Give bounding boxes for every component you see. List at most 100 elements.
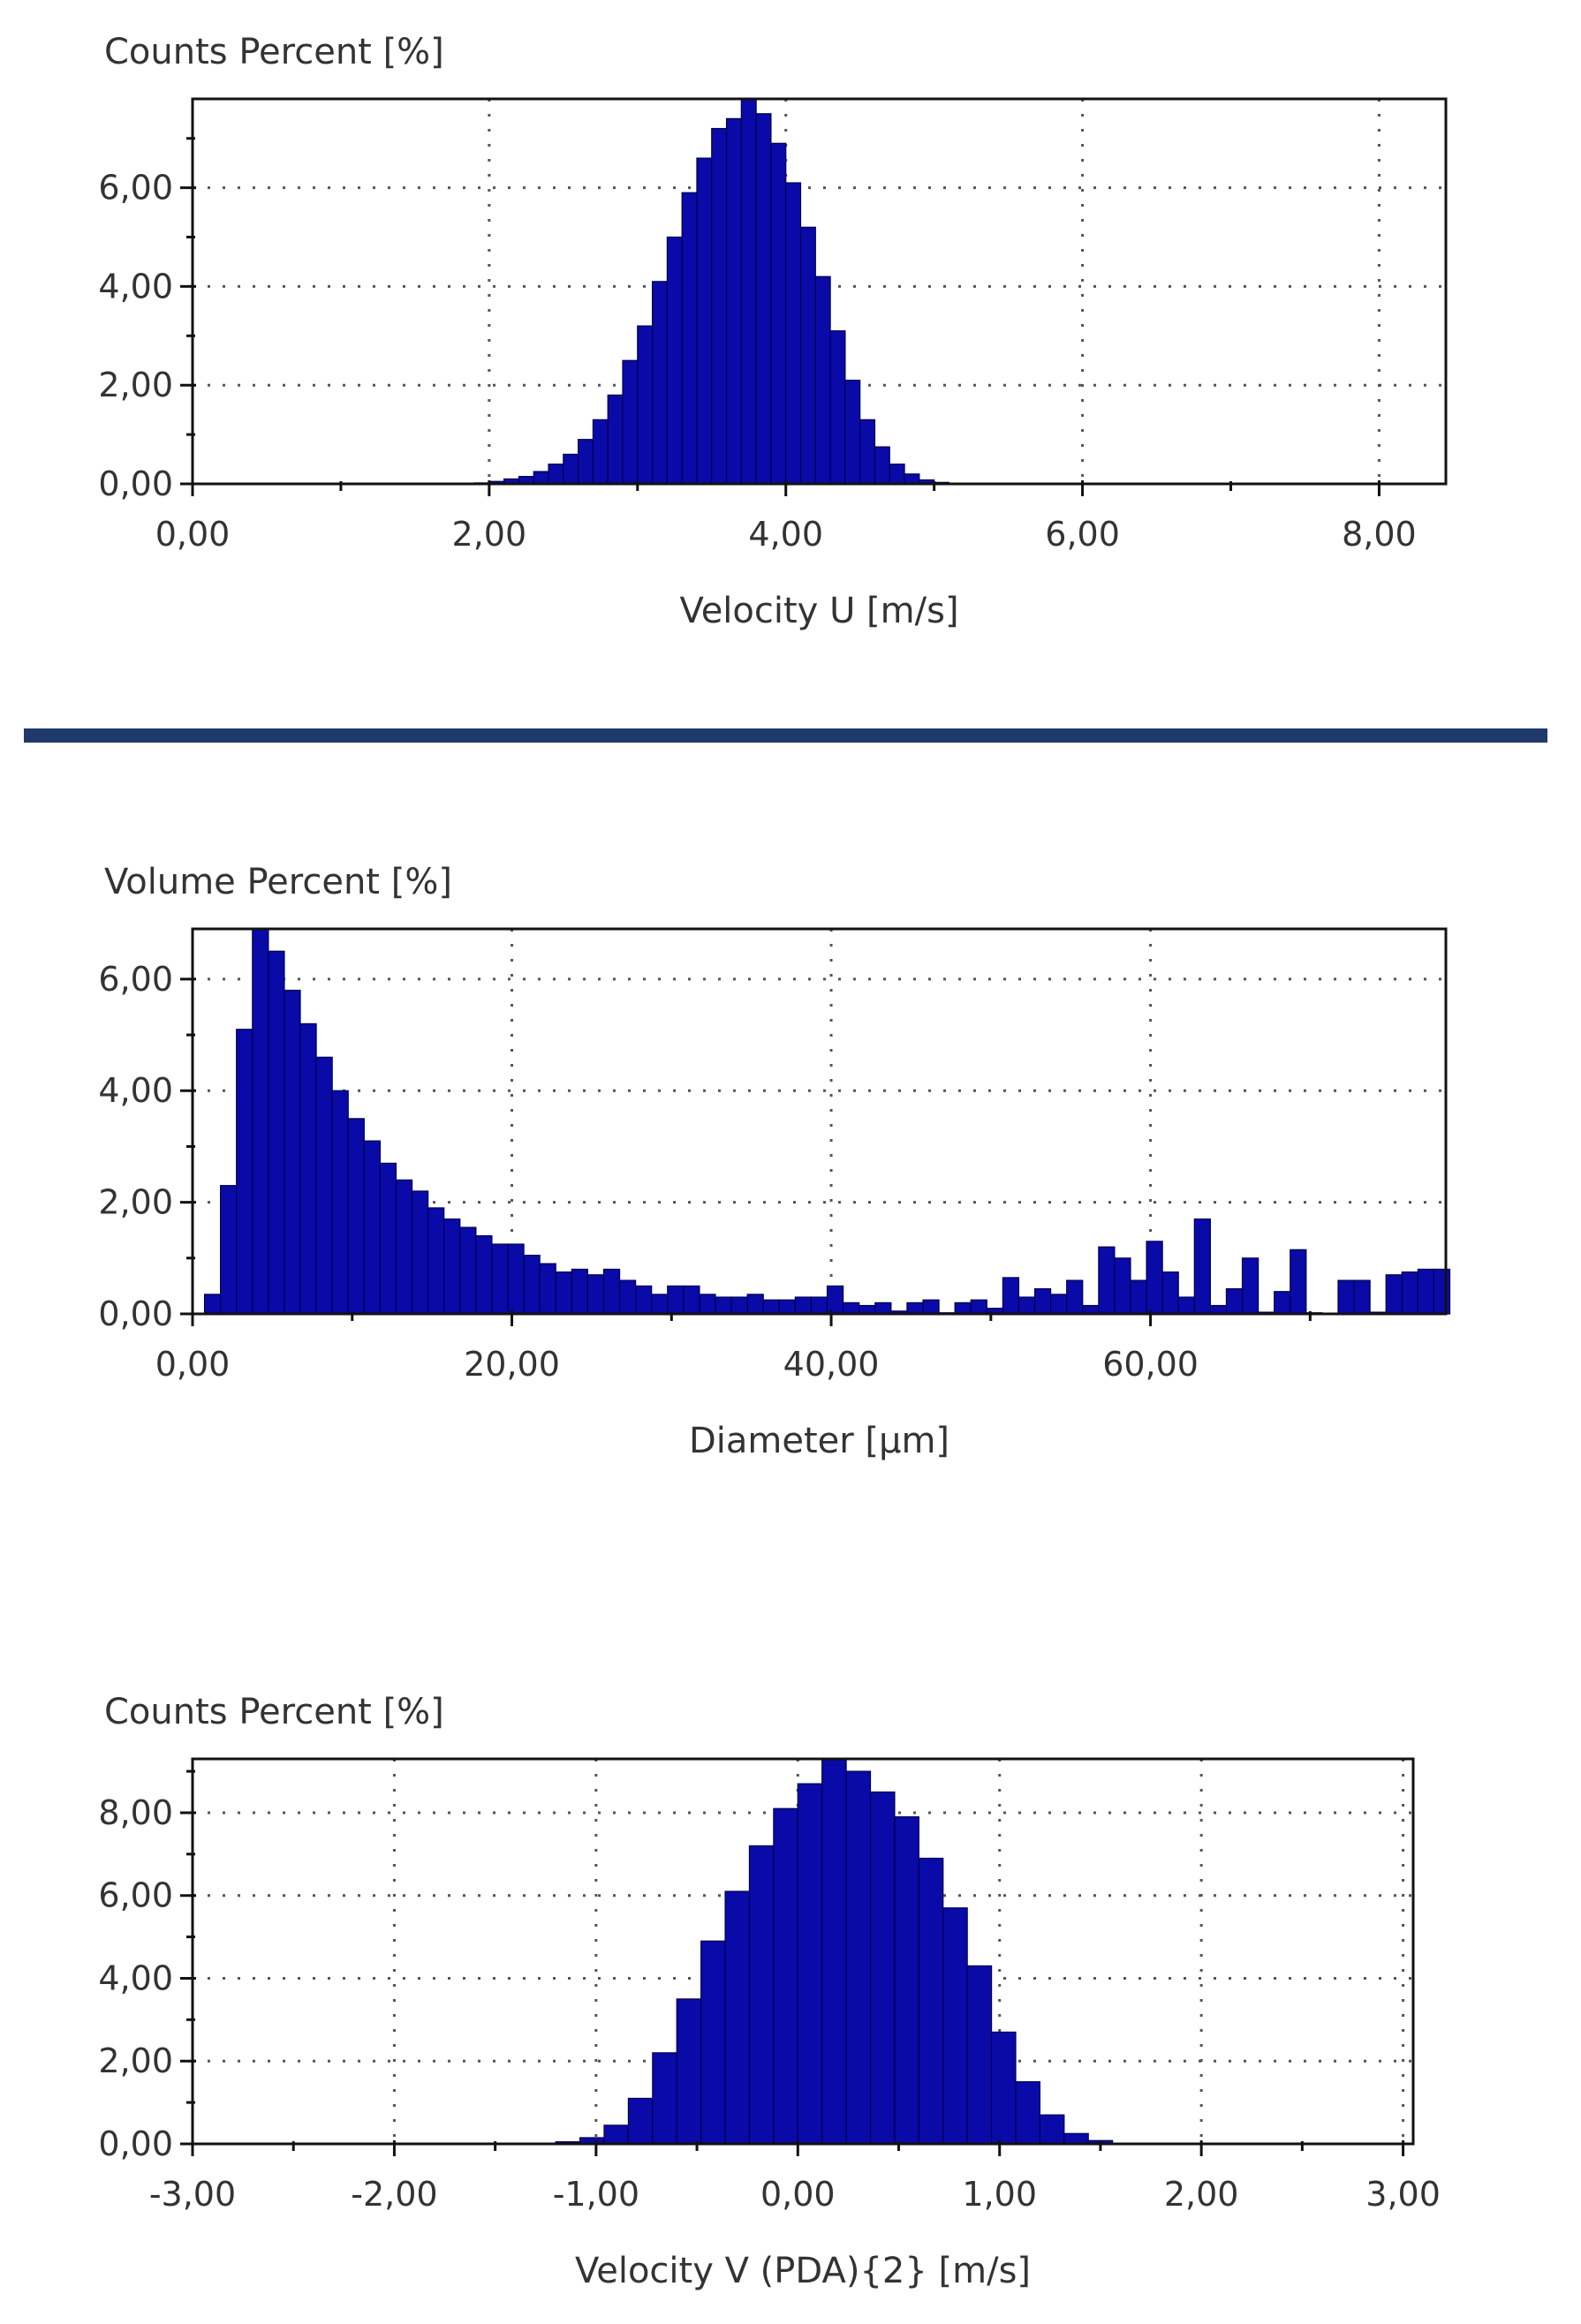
histogram-bar	[1177, 1296, 1195, 1315]
y-axis-title: Counts Percent [%]	[104, 1692, 444, 1732]
histogram-bar	[906, 1302, 924, 1315]
histogram-bar	[730, 1296, 748, 1315]
histogram-bar	[220, 1185, 238, 1315]
x-tick-label: -2,00	[351, 2175, 437, 2214]
histogram-bar	[1385, 1274, 1403, 1315]
x-tick-label: 8,00	[1342, 515, 1417, 554]
histogram-bar	[794, 1296, 813, 1315]
y-tick-label: 6,00	[98, 960, 173, 999]
y-tick-label: 0,00	[98, 464, 173, 503]
chart-panel-velocity-v: Counts Percent [%] 0,00 2,00 4,00 6,00 8,00 -3…	[0, 1660, 1581, 2324]
histogram-bar	[491, 1243, 509, 1315]
x-tick-label: -3,00	[149, 2175, 236, 2214]
y-tick-label: 4,00	[98, 1958, 173, 1997]
histogram-bar	[1401, 1271, 1418, 1315]
x-tick-label: 3,00	[1365, 2175, 1441, 2214]
histogram-bar	[603, 2124, 630, 2145]
histogram-bar	[748, 1845, 775, 2145]
y-tick-label: 4,00	[98, 1071, 173, 1110]
histogram-bar	[1146, 1241, 1163, 1315]
histogram-bar	[252, 928, 269, 1315]
bar-series	[203, 928, 1451, 1315]
histogram-bar	[1130, 1279, 1147, 1315]
chart-velocity-v: Counts Percent [%] 0,00 2,00 4,00 6,00 8,00 -3…	[98, 1692, 1441, 2291]
histogram-bar	[1433, 1268, 1451, 1315]
histogram-bar	[970, 1299, 987, 1315]
histogram-bar	[539, 1263, 556, 1315]
histogram-bar	[778, 1299, 796, 1315]
x-tick-label: 6,00	[1045, 515, 1120, 554]
histogram-bar	[475, 1234, 493, 1315]
histogram-bar	[1417, 1268, 1435, 1315]
histogram-bar	[1114, 1257, 1131, 1315]
histogram-bar	[618, 1279, 637, 1315]
x-tick-label: 0,00	[155, 515, 231, 554]
histogram-bar	[1050, 1294, 1068, 1315]
histogram-bar	[667, 1285, 685, 1315]
x-tick-label: 40,00	[783, 1345, 880, 1384]
histogram-bar	[715, 1296, 732, 1315]
histogram-bar	[785, 182, 802, 485]
histogram-bar	[1290, 1249, 1307, 1315]
histogram-bar	[829, 330, 846, 485]
y-tick-label: 6,00	[98, 169, 173, 208]
bar-series	[473, 98, 950, 485]
plot-frame	[191, 97, 1448, 486]
histogram-bar	[724, 1890, 751, 2145]
histogram-bar	[427, 1207, 445, 1315]
x-axis-title: Diameter [µm]	[689, 1421, 949, 1461]
histogram-bar	[1274, 1291, 1291, 1315]
y-tick-label: 4,00	[98, 267, 173, 306]
histogram-bar	[746, 1294, 764, 1315]
histogram-bar	[571, 1268, 588, 1315]
histogram-bar	[773, 1807, 798, 2145]
histogram-bar	[1063, 2132, 1089, 2145]
histogram-bar	[821, 1758, 847, 2145]
histogram-bar	[315, 1056, 333, 1315]
histogram-bar	[607, 394, 624, 485]
histogram-bar	[651, 1294, 669, 1315]
y-tick-label: 8,00	[98, 1793, 173, 1832]
histogram-bar	[637, 325, 654, 485]
histogram-bar	[443, 1218, 461, 1315]
y-tick-label: 6,00	[98, 1876, 173, 1915]
histogram-bar	[990, 2031, 1017, 2145]
histogram-bar	[1161, 1271, 1179, 1315]
x-tick-label: 0,00	[155, 1345, 231, 1384]
histogram-bar	[1015, 2081, 1041, 2145]
histogram-bar	[1017, 1296, 1036, 1315]
histogram-bar	[523, 1255, 541, 1315]
histogram-bar	[602, 1268, 621, 1315]
histogram-bar	[918, 1857, 944, 2145]
bar-series	[555, 1758, 1114, 2145]
histogram-bar	[762, 1299, 780, 1315]
histogram-bar	[711, 127, 728, 485]
histogram-bar	[236, 1029, 253, 1315]
x-tick-label: 2,00	[1164, 2175, 1239, 2214]
plot-frame	[191, 1757, 1415, 2146]
histogram-bar	[203, 1294, 222, 1315]
histogram-bar	[889, 464, 905, 485]
histogram-bar	[635, 1285, 653, 1315]
chart-panel-diameter: Volume Percent [%] 0,00 2,00 4,00 6,00 0,00 20…	[0, 830, 1581, 1501]
y-axis-title: Counts Percent [%]	[104, 32, 444, 72]
histogram-bar	[826, 1285, 844, 1315]
y-tick-label: 0,00	[98, 1294, 173, 1333]
histogram-bar	[651, 281, 668, 485]
histogram-bar	[284, 989, 301, 1315]
x-axis-title: Velocity V (PDA){2} [m/s]	[575, 2251, 1031, 2291]
histogram-bar	[700, 1940, 726, 2145]
histogram-bar	[894, 1816, 919, 2145]
histogram-bar	[683, 1285, 700, 1315]
histogram-bar	[459, 1226, 477, 1315]
histogram-bar	[874, 446, 890, 485]
histogram-bar	[533, 471, 549, 485]
plot-frame	[191, 927, 1448, 1316]
histogram-bar	[331, 1090, 349, 1315]
histogram-bar	[799, 226, 816, 485]
histogram-bar	[814, 275, 831, 485]
histogram-bar	[1353, 1279, 1371, 1315]
chart-velocity-u: Counts Percent [%] 0,00 2,00 4,00 6,00 0,00 2,…	[98, 32, 1448, 631]
histogram-bar	[942, 1907, 968, 2145]
x-tick-label: 60,00	[1102, 1345, 1199, 1384]
